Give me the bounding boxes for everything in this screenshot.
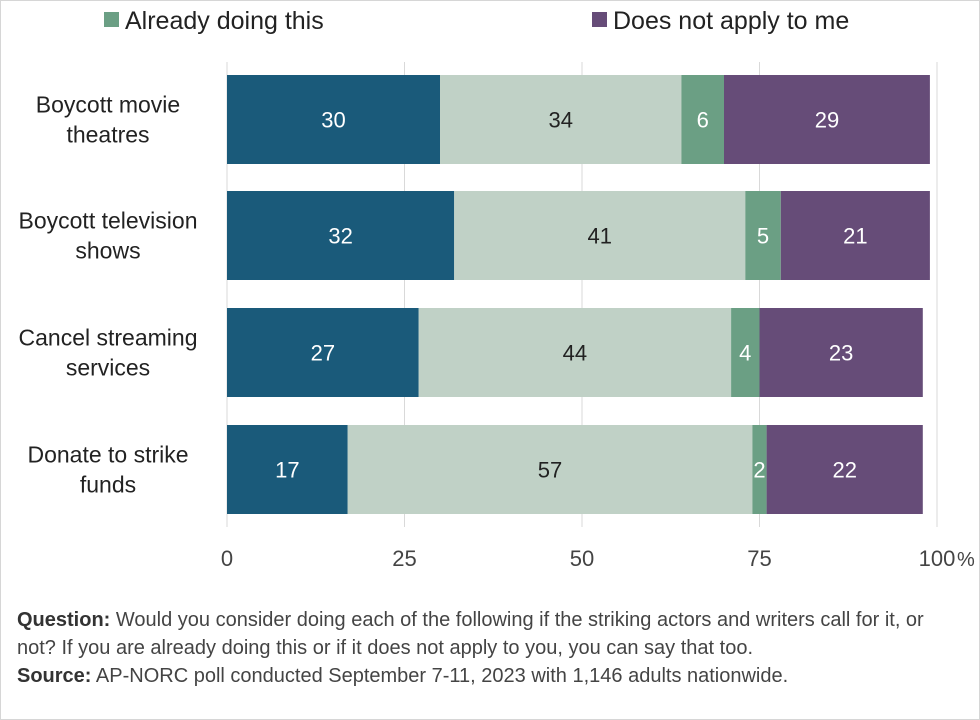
source-note: Source: AP-NORC poll conducted September… <box>17 662 967 690</box>
x-axis-unit: % <box>957 549 975 571</box>
category-label-3-line0: Donate to strike <box>27 442 188 468</box>
data-label-r0-s0: 30 <box>321 108 345 133</box>
data-label-r1-s0: 32 <box>328 224 352 249</box>
chart-footnote: Question: Would you consider doing each … <box>17 606 967 690</box>
x-tick-label-25: 25 <box>392 546 416 571</box>
bar-segment-r1-s3 <box>780 191 930 280</box>
bar-segment-r1-s1 <box>454 191 746 280</box>
bar-segment-r2-s2 <box>731 308 760 397</box>
data-label-r3-s1: 57 <box>538 458 562 483</box>
source-label: Source: <box>17 665 92 687</box>
x-tick-label-100: 100 <box>919 546 956 571</box>
x-tick-label-75: 75 <box>747 546 771 571</box>
bar-segment-r3-s2 <box>752 425 767 514</box>
bar-segment-r2-s3 <box>759 308 923 397</box>
category-label-0-line1: theatres <box>66 122 149 148</box>
bar-segment-r0-s0 <box>227 75 440 164</box>
question-label: Question: <box>17 609 111 631</box>
bar-segment-r3-s3 <box>766 425 923 514</box>
category-label-2-line0: Cancel streaming <box>19 325 198 351</box>
data-label-r1-s1: 41 <box>588 224 612 249</box>
data-label-r2-s2: 4 <box>739 341 751 366</box>
source-text: AP-NORC poll conducted September 7-11, 2… <box>95 665 789 687</box>
category-label-1-line0: Boycott television <box>19 208 198 234</box>
category-label-2-line1: services <box>66 355 150 381</box>
bar-segment-r1-s2 <box>745 191 781 280</box>
x-tick-label-50: 50 <box>570 546 594 571</box>
data-label-r0-s3: 29 <box>815 108 839 133</box>
data-label-r0-s2: 6 <box>697 108 709 133</box>
data-label-r0-s1: 34 <box>548 108 572 133</box>
data-label-r1-s3: 21 <box>843 224 867 249</box>
category-label-0-line0: Boycott movie <box>36 92 180 118</box>
data-label-r2-s3: 23 <box>829 341 853 366</box>
bar-segment-r0-s1 <box>440 75 682 164</box>
legend-label-3: Does not apply to me <box>613 7 849 35</box>
question-text: Would you consider doing each of the fol… <box>17 609 924 659</box>
legend-swatch-3 <box>592 12 607 27</box>
question-note: Question: Would you consider doing each … <box>17 606 967 662</box>
stacked-bar-chart: Already doing this Does not apply to me 30… <box>19 7 975 571</box>
category-label-1-line1: shows <box>75 238 140 264</box>
bar-segment-r3-s1 <box>347 425 753 514</box>
data-label-r2-s0: 27 <box>311 341 335 366</box>
bar-segment-r2-s1 <box>418 308 732 397</box>
bar-segment-r0-s3 <box>724 75 930 164</box>
legend-label-2: Already doing this <box>125 7 324 35</box>
data-label-r3-s3: 22 <box>832 458 856 483</box>
category-label-3-line1: funds <box>80 472 136 498</box>
bar-segment-r0-s2 <box>681 75 724 164</box>
data-label-r3-s2: 2 <box>753 458 765 483</box>
data-label-r3-s0: 17 <box>275 458 299 483</box>
bar-segment-r1-s0 <box>227 191 455 280</box>
data-label-r1-s2: 5 <box>757 224 769 249</box>
bar-segment-r2-s0 <box>227 308 419 397</box>
bar-segment-r3-s0 <box>227 425 348 514</box>
x-tick-label-0: 0 <box>221 546 233 571</box>
data-label-r2-s1: 44 <box>563 341 587 366</box>
legend-swatch-2 <box>104 12 119 27</box>
